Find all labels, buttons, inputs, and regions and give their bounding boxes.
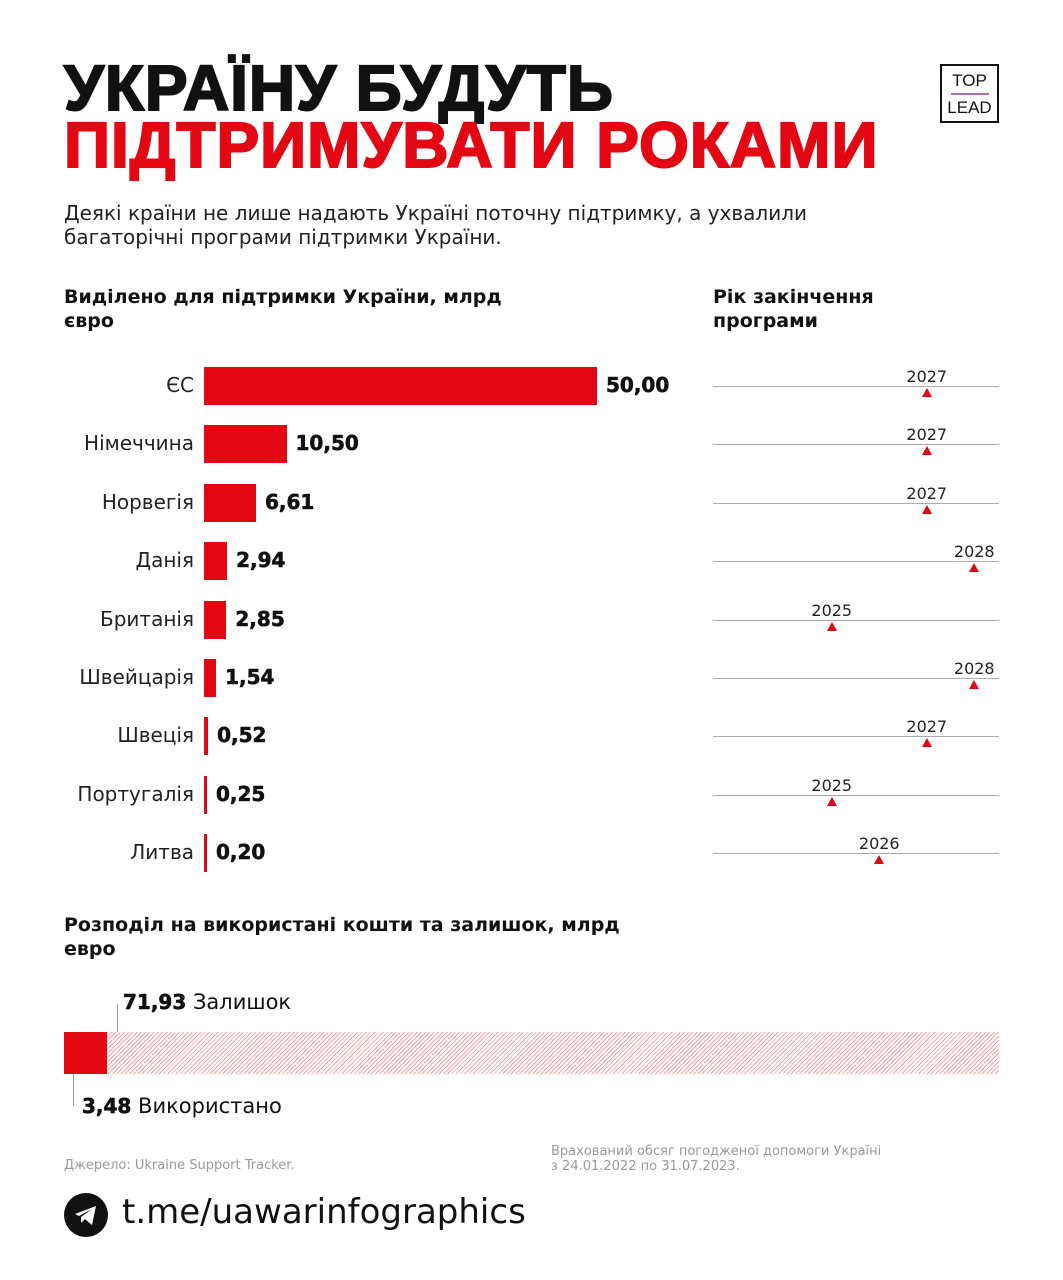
end-year-marker-icon [921,738,932,748]
end-year-marker-icon [969,680,980,689]
end-year-marker-icon [921,504,932,514]
value-label: 2,85 [235,606,285,631]
end-year-label: 2027 [906,425,948,445]
allocation-title: Розподіл на використані кошти та залишок… [64,914,620,960]
value-label: 0,25 [216,781,266,806]
used-name: Використано [138,1094,282,1118]
end-year-label: 2027 [906,367,948,386]
value-label: 10,50 [295,431,359,456]
used-bar [64,1032,108,1074]
remaining-leader [117,1004,118,1032]
logo-top: TOP [952,71,987,90]
title-line-2: ПІДТРИМУВАТИ РОКАМИ [63,109,879,181]
bar [204,425,287,464]
value-label: 1,54 [225,665,275,690]
remaining-value: 71,93 [123,990,187,1015]
bar [204,717,209,756]
country-label: Швейцарія [79,665,194,689]
end-year-label: 2025 [811,775,853,795]
bar-chart-title: Виділено для підтримки України, млрд євр… [64,286,502,332]
timeline-line [713,853,999,855]
bar [204,659,217,697]
source: Джерело: Ukraine Support Tracker. [64,1158,295,1173]
end-year-marker-icon [969,563,980,573]
bar [204,483,256,522]
timeline-line [713,678,999,679]
bar [204,367,597,405]
telegram-icon[interactable] [64,1193,108,1237]
used-label: 3,48 Використано [82,1094,282,1119]
timeline-line [713,444,999,446]
end-year-marker-icon [921,446,932,456]
remaining-bar [107,1032,999,1074]
timeline-line [713,619,999,621]
country-label: ЄС [166,373,194,397]
remaining-name: Залишок [192,990,292,1014]
subtitle: Деякі країни не лише надають Україні пот… [64,201,807,249]
country-label: Литва [130,840,194,865]
end-year-label: 2028 [953,542,995,562]
country-label: Норвегія [101,489,194,514]
bar [204,542,228,581]
end-year-marker-icon [826,621,837,631]
bar [204,834,207,873]
timeline-line [713,794,999,796]
country-label: Швеція [117,723,194,748]
value-label: 0,20 [216,840,266,865]
end-year-label: 2027 [906,717,948,737]
logo-divider [950,93,989,95]
value-label: 2,94 [236,548,286,573]
timeline-line [713,502,999,504]
footnote-line-1: Врахований обсяг погодженої допомоги Укр… [551,1144,882,1159]
country-label: Німеччина [84,431,194,456]
remaining-label: 71,93 Залишок [123,990,292,1015]
used-leader [73,1074,74,1106]
value-label: 0,52 [217,723,267,748]
country-label: Данія [135,548,194,573]
timeline-line [713,736,999,738]
end-year-marker-icon [874,855,885,865]
logo-bottom: LEAD [947,98,992,117]
footnote-line-2: з 24.01.2022 по 31.07.2023. [551,1159,740,1174]
year-chart-title: Рік закінчення програми [713,286,874,332]
timeline-line [713,386,999,387]
value-label: 6,61 [264,489,315,514]
footnote: Врахований обсяг погодженої допомоги Укр… [551,1144,881,1174]
end-year-label: 2025 [811,600,853,620]
end-year-label: 2028 [953,659,995,678]
country-label: Португалія [77,781,194,806]
telegram-link[interactable]: t.me/uawarinfographics [122,1192,526,1232]
title-line-1: УКРАЇНУ БУДУТЬ [63,52,614,124]
end-year-label: 2026 [858,834,900,854]
end-year-label: 2027 [906,483,948,503]
top-lead-logo: TOP LEAD [940,64,999,123]
timeline-line [713,561,999,563]
bar [204,600,227,639]
end-year-marker-icon [921,388,932,397]
bar [204,775,207,814]
value-label: 50,00 [606,373,670,398]
end-year-marker-icon [826,796,837,806]
used-value: 3,48 [82,1094,132,1119]
country-label: Британія [100,606,194,631]
